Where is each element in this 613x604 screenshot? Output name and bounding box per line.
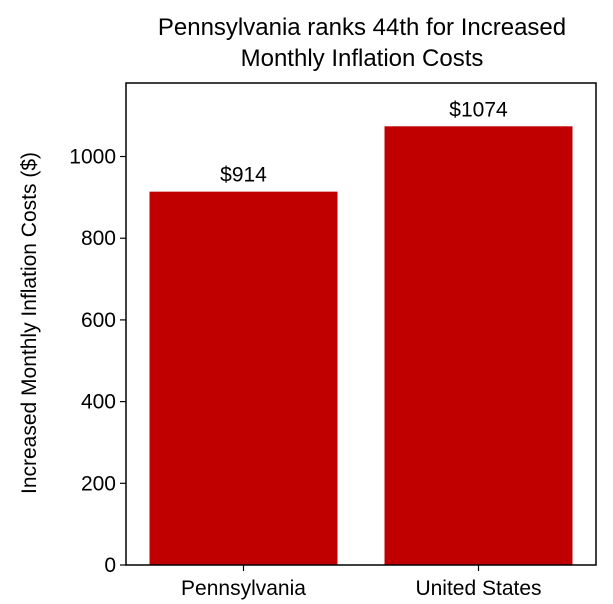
y-tick-label: 0 [104, 554, 116, 577]
x-tick-label: Pennsylvania [181, 577, 306, 600]
y-tick-label: 1000 [69, 146, 116, 169]
y-tick-label: 600 [81, 309, 116, 332]
data-label-united-states: $1074 [449, 98, 508, 121]
data-label-pennsylvania: $914 [220, 164, 267, 187]
y-axis-ticks: 0 200 400 600 800 1000 [69, 146, 126, 577]
chart-title-line-1: Pennsylvania ranks 44th for Increased [158, 14, 566, 41]
x-axis-ticks: Pennsylvania United States [181, 565, 542, 600]
y-tick-label: 400 [81, 391, 116, 414]
chart-title: Pennsylvania ranks 44th for Increased Mo… [158, 14, 566, 72]
bar-pennsylvania [149, 191, 338, 565]
y-tick-label: 800 [81, 227, 116, 250]
bar-united-states [384, 126, 573, 565]
data-labels-group: $914 $1074 [220, 98, 508, 186]
bars-group [149, 126, 573, 565]
plot-area-frame [125, 82, 597, 566]
x-tick-label: United States [415, 577, 541, 600]
y-tick-label: 200 [81, 472, 116, 495]
chart-title-line-2: Monthly Inflation Costs [241, 45, 484, 72]
y-axis-label: Increased Monthly Inflation Costs ($) [18, 152, 41, 494]
